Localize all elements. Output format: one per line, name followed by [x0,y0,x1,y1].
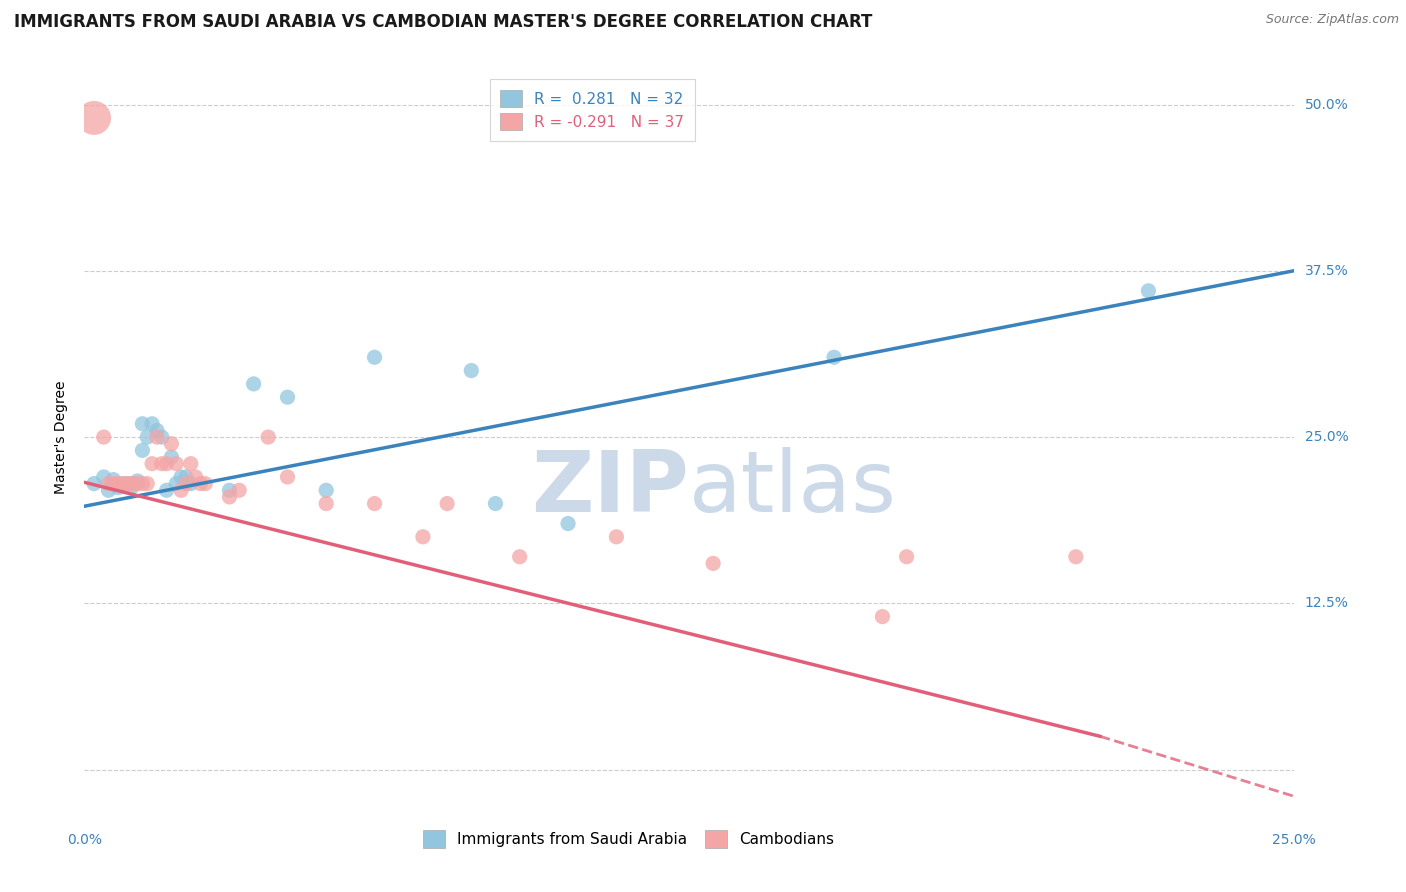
Point [155,457,177,471]
Point [136,476,159,491]
Point [160,450,183,464]
Point [315,483,337,498]
Point [180,476,202,491]
Point [127,474,149,488]
Point [872,609,894,624]
Point [131,476,153,491]
Point [180,457,202,471]
Point [605,530,627,544]
Point [155,483,177,498]
Point [170,483,193,498]
Point [97,483,120,498]
Text: ZIP: ZIP [531,447,689,530]
Point [702,557,724,571]
Point [121,479,143,493]
Point [412,530,434,544]
Text: Source: ZipAtlas.com: Source: ZipAtlas.com [1265,13,1399,27]
Point [170,470,193,484]
Text: 0.0%: 0.0% [67,833,101,847]
Point [165,457,187,471]
Point [103,473,125,487]
Point [150,457,173,471]
Text: IMMIGRANTS FROM SAUDI ARABIA VS CAMBODIAN MASTER'S DEGREE CORRELATION CHART: IMMIGRANTS FROM SAUDI ARABIA VS CAMBODIA… [14,13,873,31]
Point [103,476,125,491]
Point [121,476,143,491]
Point [823,351,845,365]
Point [131,417,153,431]
Point [165,476,187,491]
Text: 25.0%: 25.0% [1305,430,1348,444]
Point [107,476,129,491]
Point [363,497,385,511]
Point [150,430,173,444]
Point [121,476,143,491]
Point [194,476,217,491]
Point [127,476,149,491]
Point [107,481,129,495]
Point [146,424,169,438]
Point [190,476,212,491]
Point [160,436,183,450]
Legend: Immigrants from Saudi Arabia, Cambodians: Immigrants from Saudi Arabia, Cambodians [418,824,839,854]
Point [276,390,298,404]
Point [1064,549,1087,564]
Point [174,470,197,484]
Point [315,497,337,511]
Text: 12.5%: 12.5% [1305,597,1348,610]
Y-axis label: Master's Degree: Master's Degree [55,380,69,494]
Point [363,351,385,365]
Point [484,497,506,511]
Point [93,470,115,484]
Point [228,483,250,498]
Text: atlas: atlas [689,447,897,530]
Point [174,476,197,491]
Text: 37.5%: 37.5% [1305,264,1348,277]
Point [184,470,207,484]
Point [83,111,105,125]
Point [218,483,240,498]
Point [117,476,139,491]
Point [97,476,120,491]
Point [141,417,163,431]
Point [83,476,105,491]
Point [117,476,139,491]
Point [509,549,531,564]
Point [131,443,153,458]
Point [896,549,918,564]
Point [257,430,280,444]
Point [276,470,298,484]
Point [136,430,159,444]
Text: 25.0%: 25.0% [1271,833,1316,847]
Point [436,497,458,511]
Point [146,430,169,444]
Point [460,363,482,377]
Point [242,376,264,391]
Point [112,476,135,491]
Point [218,490,240,504]
Point [141,457,163,471]
Text: 50.0%: 50.0% [1305,97,1348,112]
Point [93,430,115,444]
Point [1137,284,1160,298]
Point [112,476,135,491]
Point [557,516,579,531]
